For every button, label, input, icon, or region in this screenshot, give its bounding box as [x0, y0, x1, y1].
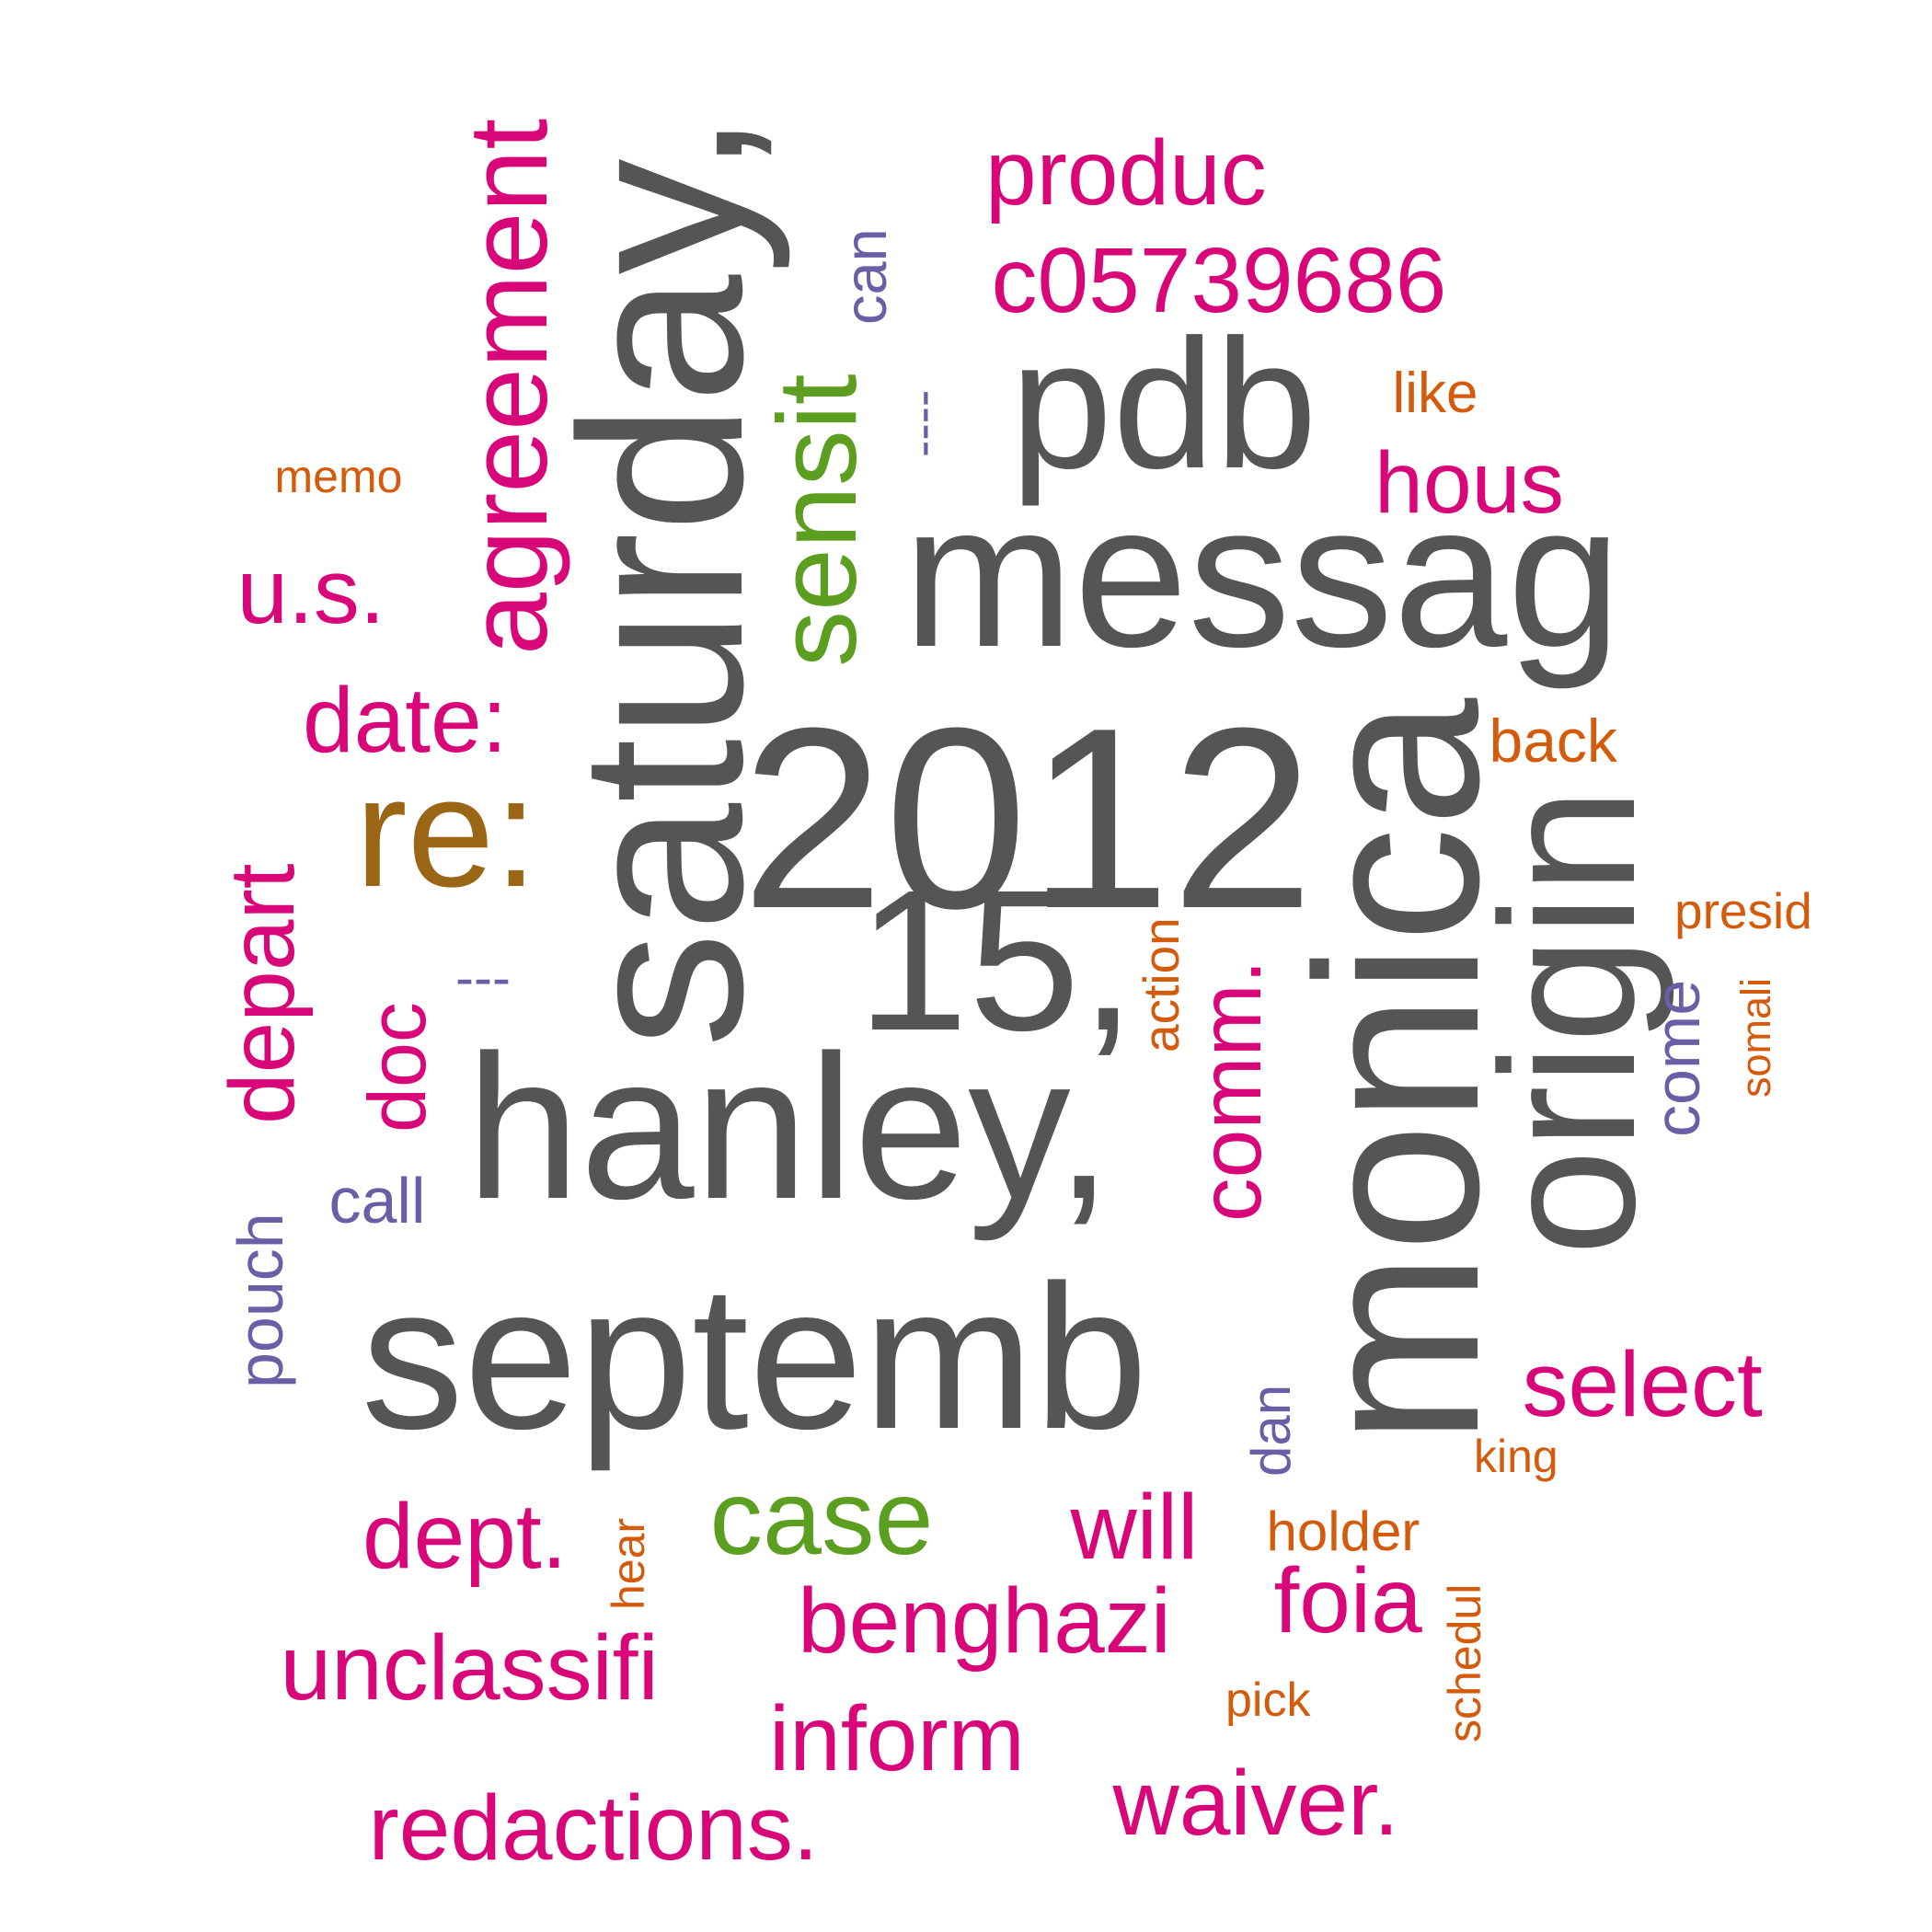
- word-action: action: [1132, 916, 1190, 1052]
- word-hous: hous: [1374, 433, 1565, 532]
- word-schedul: schedul: [1439, 1583, 1490, 1742]
- word-memo: memo: [274, 451, 403, 502]
- word-messag: messag: [903, 460, 1622, 690]
- word-dan: dan: [1240, 1384, 1302, 1477]
- word-back: back: [1489, 707, 1617, 775]
- word-call: call: [328, 1165, 426, 1236]
- word-c05739686: c05739686: [991, 229, 1447, 332]
- word-hanley: hanley,: [466, 1012, 1113, 1242]
- word-redactions: redactions.: [368, 1777, 819, 1880]
- word-case: case: [709, 1458, 934, 1577]
- word-waiver: waiver.: [1112, 1752, 1399, 1855]
- word-date: date:: [303, 669, 508, 772]
- word-septemb: septemb: [361, 1242, 1148, 1472]
- word-comm: comm.: [1181, 959, 1280, 1222]
- word-pick: pick: [1225, 1673, 1311, 1727]
- word-agreement: agreement: [445, 118, 570, 655]
- word-dash-short: ---: [455, 947, 511, 1008]
- word-unclassifi: unclassifi: [280, 1616, 659, 1719]
- word-presid: presid: [1674, 881, 1812, 939]
- word-hear: hear: [603, 1517, 654, 1610]
- word-king: king: [1474, 1431, 1558, 1482]
- word-pdb: pdb: [1010, 302, 1317, 507]
- word-sensit: sensit: [754, 373, 880, 667]
- word-2012: 2012: [741, 675, 1315, 962]
- word-pouch: pouch: [224, 1212, 296, 1388]
- word-us: u.s.: [236, 540, 385, 643]
- word-can: can: [831, 227, 899, 325]
- word-depart: depart: [211, 863, 314, 1124]
- word-somali: somali: [1731, 977, 1779, 1098]
- word-come: come: [1641, 979, 1713, 1137]
- word-dept: dept.: [362, 1485, 568, 1588]
- word-holder: holder: [1266, 1501, 1420, 1562]
- word-select: select: [1522, 1333, 1763, 1436]
- word-benghazi: benghazi: [798, 1570, 1171, 1673]
- word-origin: origin: [1462, 787, 1675, 1256]
- word-15: 15,: [857, 849, 1136, 1073]
- word-foia: foia: [1273, 1549, 1422, 1652]
- word-saturday: saturday,: [533, 111, 791, 1048]
- word-re: re:: [355, 745, 538, 920]
- word-doc: doc: [351, 1002, 443, 1133]
- word-inform: inform: [769, 1687, 1025, 1790]
- word-will: will: [1070, 1476, 1199, 1579]
- word-like: like: [1392, 362, 1478, 425]
- word-produc: produc: [985, 121, 1267, 224]
- word-dash-long: ----: [892, 389, 950, 457]
